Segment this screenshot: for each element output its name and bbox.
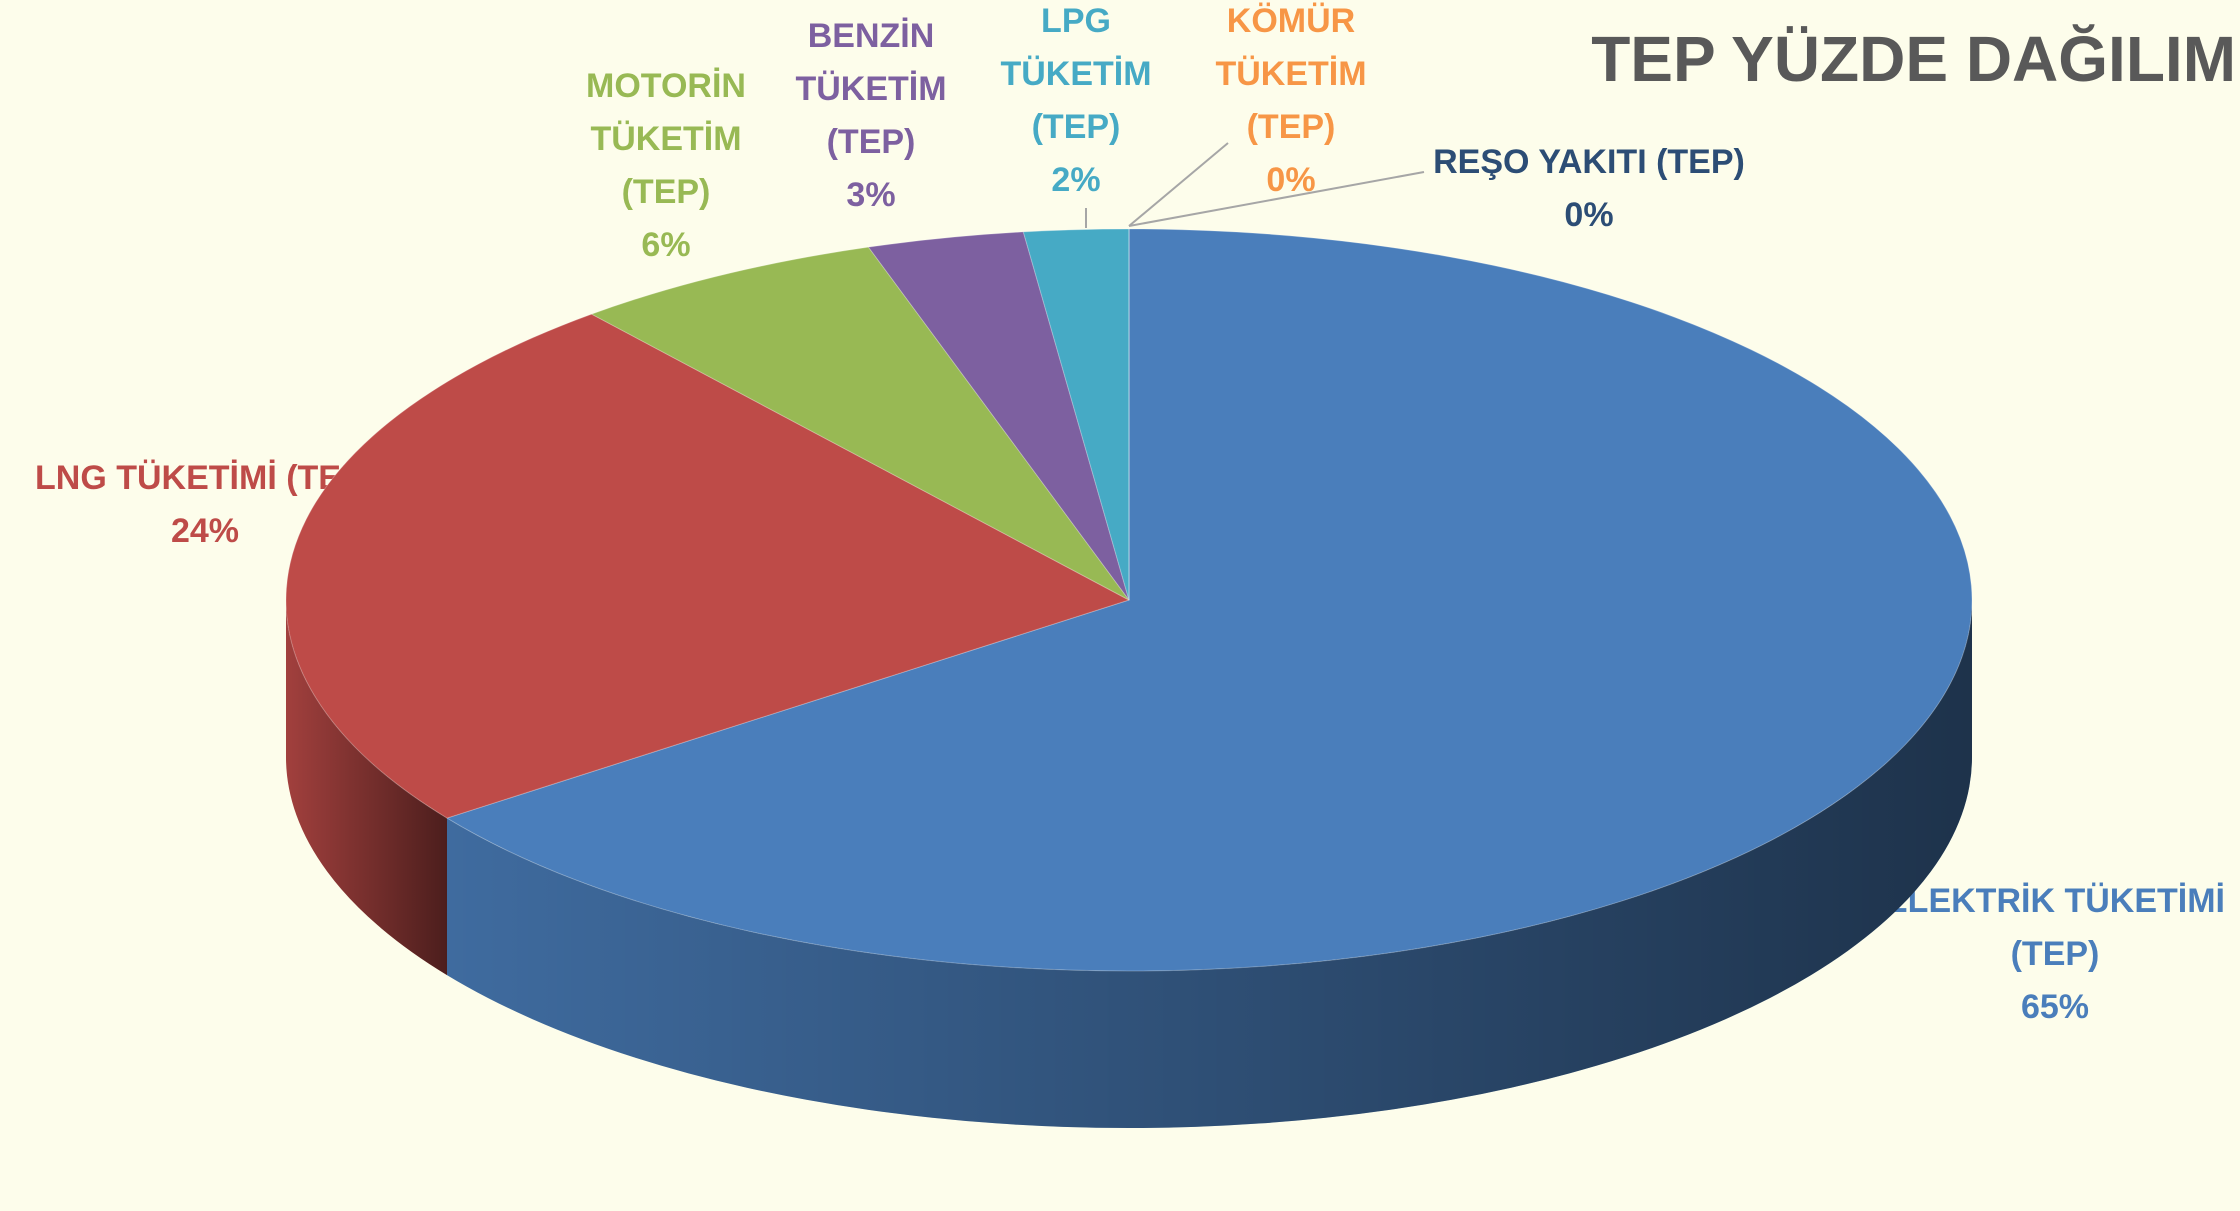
slice-value: 6% xyxy=(641,226,691,264)
slice xyxy=(445,228,1973,972)
slice-label: MOTORİN TÜKETİM (TEP) 6% xyxy=(566,60,766,272)
slice-value: 2% xyxy=(1051,161,1101,199)
slice-value: 24% xyxy=(170,512,240,550)
slice-name: LPG TÜKETİM (TEP) xyxy=(1000,2,1152,146)
slice xyxy=(285,313,1131,819)
slice xyxy=(867,231,1130,601)
leader-line xyxy=(1128,171,1425,227)
slice-value: 0% xyxy=(1564,196,1614,234)
slice-label: BENZİN TÜKETİM (TEP) 3% xyxy=(771,10,971,222)
slice-name: BENZİN TÜKETİM (TEP) xyxy=(795,17,947,161)
slice-value: 3% xyxy=(846,176,896,214)
slice-name: REŞO YAKITI (TEP) xyxy=(1433,143,1745,181)
slice-name: MOTORİN TÜKETİM (TEP) xyxy=(586,67,746,211)
slice-label: KÖMÜR TÜKETİM (TEP) 0% xyxy=(1191,0,1391,207)
slice-name: LNG TÜKETİMİ (TEP) xyxy=(35,459,375,497)
leader-lines xyxy=(1085,142,1425,228)
slice-label: ELEKTRİK TÜKETİMİ (TEP) 65% xyxy=(1870,875,2240,1034)
leader-line xyxy=(1128,142,1229,227)
chart-title: TEP YÜZDE DAĞILIM xyxy=(1591,23,2236,95)
slice-label: REŞO YAKITI (TEP) 0% xyxy=(1389,136,1789,242)
slice-label: LPG TÜKETİM (TEP) 2% xyxy=(976,0,1176,207)
slice-label: LNG TÜKETİMİ (TEP) 24% xyxy=(0,452,425,558)
slice-value: 65% xyxy=(2020,988,2090,1026)
slice-name: ELEKTRİK TÜKETİMİ (TEP) xyxy=(1885,882,2225,973)
slice-name: KÖMÜR TÜKETİM (TEP) xyxy=(1215,2,1367,146)
slice xyxy=(590,246,1130,601)
side-shade xyxy=(286,600,447,976)
side-shade xyxy=(446,600,1973,1128)
slice xyxy=(1022,228,1130,601)
